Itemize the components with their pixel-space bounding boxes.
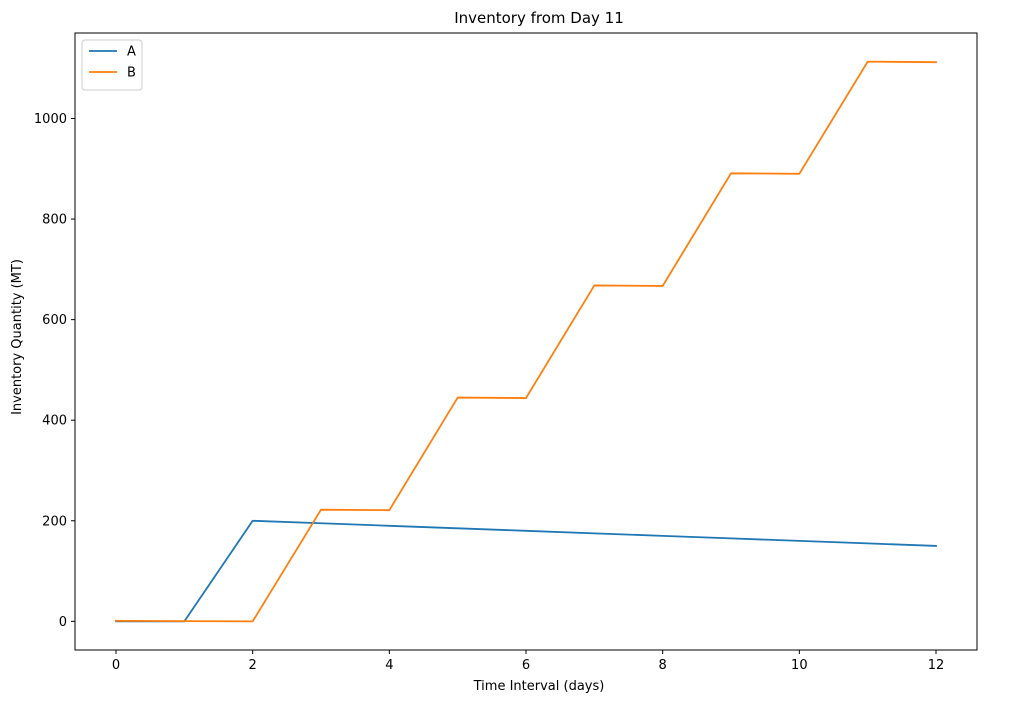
x-tick-label: 4 [385,658,393,673]
chart-title: Inventory from Day 11 [454,9,624,27]
x-tick-label: 12 [928,658,945,673]
x-tick-label: 10 [791,658,808,673]
series-line-a [115,519,937,623]
legend-box [81,39,143,91]
y-tick-label: 200 [42,514,67,529]
x-tick-label: 6 [522,658,530,673]
y-tick-label: 800 [42,213,67,228]
legend-label-b: B [127,66,136,81]
plot-area: 0 2 4 6 8 10 12 0 200 400 600 800 1000 AB [34,32,978,673]
x-tick-label: 8 [659,658,667,673]
legend-label-a: A [127,45,136,60]
x-axis-label: Time Interval (days) [473,679,605,694]
y-axis-label: Inventory Quantity (MT) [10,259,25,415]
series-line-b [115,60,937,623]
x-tick-label: 2 [249,658,257,673]
x-tick-label: 0 [112,658,120,673]
y-tick-label: 1000 [34,112,67,127]
y-tick-label: 0 [59,615,67,630]
y-tick-label: 400 [42,414,67,429]
y-tick-label: 600 [42,313,67,328]
